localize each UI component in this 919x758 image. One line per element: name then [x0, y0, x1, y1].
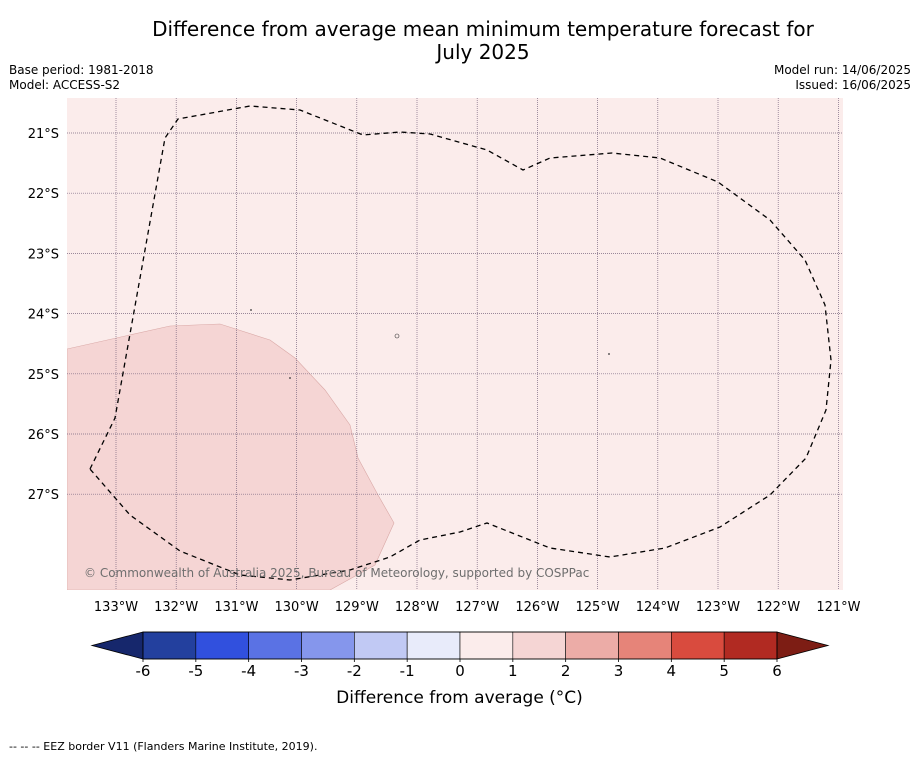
colorbar-segment	[512, 631, 566, 660]
colorbar-tick-label: -2	[347, 662, 362, 680]
colorbar-segment	[671, 631, 725, 660]
meta-left: Base period: 1981-2018 Model: ACCESS-S2	[9, 63, 154, 93]
colorbar-segment	[565, 631, 619, 660]
base-period: Base period: 1981-2018	[9, 63, 154, 77]
longitude-label: 126°W	[515, 600, 559, 615]
title-line-2: July 2025	[436, 40, 530, 64]
longitude-label: 121°W	[816, 600, 860, 615]
longitude-label: 132°W	[154, 600, 198, 615]
title-line-1: Difference from average mean minimum tem…	[152, 17, 814, 41]
colorbar-tick-label: 0	[455, 662, 465, 680]
latitude-label: 22°S	[28, 187, 59, 202]
graticule	[67, 98, 843, 590]
colorbar-tick-label: 1	[508, 662, 518, 680]
model-run: Model run: 14/06/2025	[773, 63, 911, 77]
colorbar-extend-low	[90, 631, 144, 660]
colorbar-segment	[354, 631, 408, 660]
colorbar-tick-label: 5	[719, 662, 729, 680]
colorbar-extend-high	[776, 631, 830, 660]
colorbar-tick-label: 2	[561, 662, 571, 680]
island-marker	[289, 377, 291, 379]
latitude-labels: 21°S 22°S 23°S 24°S 25°S 26°S 27°S	[28, 127, 59, 503]
longitude-label: 128°W	[395, 600, 439, 615]
colorbar-tick-label: 6	[772, 662, 782, 680]
colorbar-segment	[248, 631, 302, 660]
anomaly-field-2-3	[67, 323, 395, 590]
model-name: Model: ACCESS-S2	[9, 78, 121, 92]
map-title: Difference from average mean minimum tem…	[0, 18, 919, 64]
island-marker	[250, 309, 252, 311]
longitude-label: 125°W	[576, 600, 620, 615]
longitude-label: 122°W	[756, 600, 800, 615]
longitude-labels: 133°W 132°W 131°W 130°W 129°W 128°W 127°W 126°W…	[94, 600, 861, 615]
copyright-notice: © Commonwealth of Australia 2025, Bureau…	[84, 566, 589, 580]
longitude-label: 127°W	[455, 600, 499, 615]
island-marker	[394, 333, 400, 339]
colorbar-tick-label: -4	[241, 662, 256, 680]
colorbar-tick-label: -1	[400, 662, 415, 680]
colorbar-segment	[301, 631, 355, 660]
colorbar-segment	[618, 631, 672, 660]
colorbar-segment	[142, 631, 197, 660]
issued-date: Issued: 16/06/2025	[795, 78, 911, 92]
colorbar-tick-label: 3	[614, 662, 624, 680]
longitude-label: 133°W	[94, 600, 138, 615]
map-panel: © Commonwealth of Australia 2025, Bureau…	[67, 98, 843, 590]
meta-right: Model run: 14/06/2025 Issued: 16/06/2025	[774, 63, 911, 93]
longitude-label: 124°W	[636, 600, 680, 615]
latitude-label: 26°S	[28, 428, 59, 443]
colorbar-tick-label: -3	[294, 662, 309, 680]
island-marker	[608, 353, 610, 355]
longitude-label: 129°W	[335, 600, 379, 615]
latitude-label: 21°S	[28, 127, 59, 142]
eez-border	[89, 105, 832, 581]
longitude-label: 130°W	[275, 600, 319, 615]
colorbar-segment	[195, 631, 249, 660]
colorbar: -6 -5 -4 -3 -2 -1 0 1 2 3 4 5 6	[90, 631, 830, 680]
colorbar-segment	[723, 631, 778, 660]
longitude-label: 123°W	[696, 600, 740, 615]
colorbar-tick-label: -5	[188, 662, 203, 680]
colorbar-segment	[406, 631, 461, 660]
colorbar-segment	[459, 631, 514, 660]
latitude-label: 27°S	[28, 488, 59, 503]
latitude-label: 23°S	[28, 247, 59, 262]
latitude-label: 25°S	[28, 368, 59, 383]
colorbar-label: Difference from average (°C)	[336, 688, 583, 708]
latitude-label: 24°S	[28, 308, 59, 323]
colorbar-tick-label: 4	[667, 662, 677, 680]
colorbar-tick-label: -6	[136, 662, 151, 680]
longitude-label: 131°W	[214, 600, 258, 615]
eez-legend-note: -- -- -- EEZ border V11 (Flanders Marine…	[9, 740, 318, 753]
